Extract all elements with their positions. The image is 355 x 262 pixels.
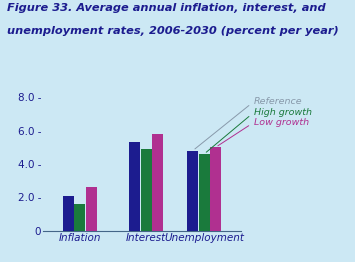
Text: unemployment rates, 2006-2030 (percent per year): unemployment rates, 2006-2030 (percent p… [7,26,339,36]
Bar [199,154,209,231]
Bar [86,187,97,231]
Text: Low growth: Low growth [218,118,309,146]
Bar [129,142,140,231]
Bar [75,204,85,231]
Bar [63,196,74,231]
Bar [210,147,221,231]
Bar [152,134,163,231]
Text: Figure 33. Average annual inflation, interest, and: Figure 33. Average annual inflation, int… [7,3,326,13]
Text: Reference: Reference [195,97,302,149]
Bar [141,149,152,231]
Bar [187,151,198,231]
Text: High growth: High growth [206,108,312,152]
